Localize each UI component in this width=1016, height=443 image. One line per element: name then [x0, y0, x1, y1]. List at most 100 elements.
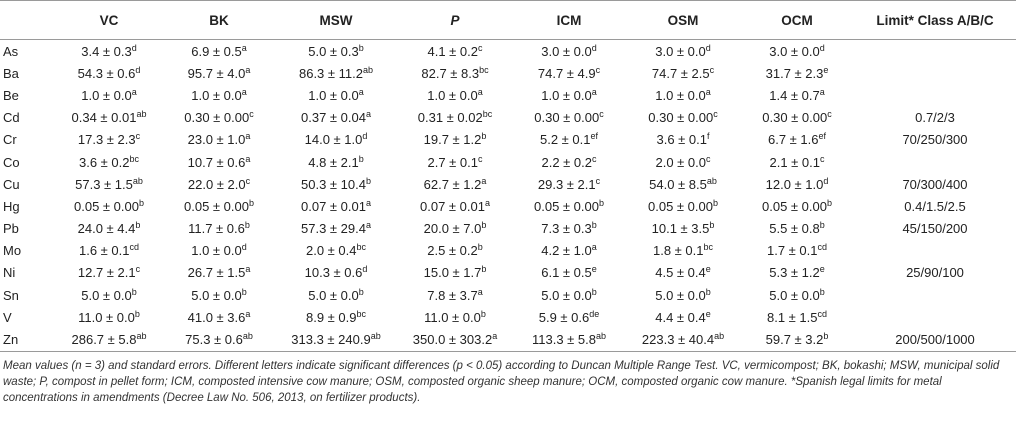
value-cell: 1.6 ± 0.1cd — [54, 240, 164, 262]
significance-letter: a — [819, 86, 825, 97]
significance-letter: b — [591, 220, 597, 231]
significance-letter: b — [591, 286, 597, 297]
mean-se-value: 59.7 ± 3.2 — [765, 332, 824, 348]
value-cell: 0.30 ± 0.00c — [626, 107, 740, 129]
value-cell: 57.3 ± 29.4a — [274, 218, 398, 240]
significance-letter: a — [484, 197, 490, 208]
mean-se-value: 0.05 ± 0.00 — [762, 198, 827, 214]
value-cell: 0.30 ± 0.00c — [164, 107, 274, 129]
value-cell: 6.9 ± 0.5a — [164, 40, 274, 63]
mean-se-value: 4.1 ± 0.2 — [427, 43, 478, 59]
value-cell: 286.7 ± 5.8ab — [54, 328, 164, 352]
table-row: Ni 12.7 ± 2.1c 26.7 ± 1.5a 10.3 ± 0.6d 15.0 … — [0, 262, 1016, 284]
significance-letter: c — [595, 175, 601, 186]
mean-se-value: 41.0 ± 3.6 — [187, 309, 246, 325]
value-cell: 57.3 ± 1.5ab — [54, 173, 164, 195]
mean-se-value: 3.0 ± 0.0 — [655, 43, 706, 59]
mean-se-value: 0.31 ± 0.02 — [417, 110, 483, 126]
element-label: Be — [3, 87, 19, 103]
mean-se-value: 0.30 ± 0.00 — [648, 110, 714, 126]
value-cell: 313.3 ± 240.9ab — [274, 328, 398, 352]
value-cell: 2.2 ± 0.2c — [512, 151, 626, 173]
significance-letter: e — [705, 308, 711, 319]
value-cell: 5.2 ± 0.1ef — [512, 129, 626, 151]
table-row: Co 3.6 ± 0.2bc 10.7 ± 0.6a 4.8 ± 2.1b 2.7 ± … — [0, 151, 1016, 173]
significance-letter: a — [365, 109, 371, 120]
mean-se-value: 62.7 ± 1.2 — [423, 176, 482, 192]
value-cell: 350.0 ± 303.2a — [398, 328, 512, 352]
significance-letter: d — [819, 42, 825, 53]
value-cell: 23.0 ± 1.0a — [164, 129, 274, 151]
value-cell: 1.0 ± 0.0a — [626, 84, 740, 106]
mean-se-value: 57.3 ± 1.5 — [75, 176, 133, 192]
value-cell: 10.3 ± 0.6d — [274, 262, 398, 284]
value-cell: 0.05 ± 0.00b — [740, 195, 854, 217]
value-cell: 95.7 ± 4.0a — [164, 62, 274, 84]
value-cell: 6.7 ± 1.6ef — [740, 129, 854, 151]
mean-se-value: 2.7 ± 0.1 — [427, 154, 478, 170]
significance-letter: c — [135, 264, 141, 275]
significance-letter: c — [706, 153, 711, 164]
value-cell: 0.30 ± 0.00c — [740, 107, 854, 129]
value-cell: 75.3 ± 0.6ab — [164, 328, 274, 352]
limit-cell: 200/500/1000 — [854, 328, 1016, 352]
table-row: Pb 24.0 ± 4.4b 11.7 ± 0.6b 57.3 ± 29.4a 20.0… — [0, 218, 1016, 240]
mean-se-value: 7.3 ± 0.3 — [541, 221, 592, 237]
mean-se-value: 0.07 ± 0.01 — [420, 198, 485, 214]
mean-se-value: 0.07 ± 0.01 — [301, 198, 366, 214]
significance-letter: b — [241, 286, 247, 297]
significance-letter: b — [709, 220, 715, 231]
significance-letter: e — [819, 264, 825, 275]
value-cell: 3.6 ± 0.1f — [626, 129, 740, 151]
limit-cell: 0.7/2/3 — [915, 110, 955, 126]
mean-se-value: 1.0 ± 0.0 — [308, 87, 359, 103]
mean-se-value: 350.0 ± 303.2 — [412, 332, 493, 348]
significance-letter: d — [705, 42, 711, 53]
mean-se-value: 3.4 ± 0.3 — [81, 43, 132, 59]
significance-letter: b — [598, 197, 604, 208]
mean-se-value: 11.0 ± 0.0 — [78, 309, 135, 325]
value-cell: 5.3 ± 1.2e — [740, 262, 854, 284]
mean-se-value: 1.0 ± 0.0 — [427, 87, 478, 103]
column-header: BK — [209, 12, 229, 28]
mean-se-value: 5.0 ± 0.0 — [191, 287, 242, 303]
mean-se-value: 1.8 ± 0.1 — [652, 243, 704, 259]
table-row: Cd 0.34 ± 0.01ab 0.30 ± 0.00c 0.37 ± 0.04a 0… — [0, 107, 1016, 129]
value-cell: 5.0 ± 0.3b — [274, 40, 398, 63]
significance-letter: c — [713, 109, 718, 120]
value-cell: 3.4 ± 0.3d — [54, 40, 164, 63]
mean-se-value: 2.5 ± 0.2 — [427, 243, 478, 259]
mean-se-value: 5.3 ± 1.2 — [769, 265, 820, 281]
value-cell: 1.0 ± 0.0d — [164, 240, 274, 262]
limit-cell: 0.4/1.5/2.5 — [904, 198, 966, 214]
significance-letter: b — [712, 197, 718, 208]
table-row: Cr 17.3 ± 2.3c 23.0 ± 1.0a 14.0 ± 1.0d 19.7 … — [0, 129, 1016, 151]
significance-letter: c — [249, 109, 254, 120]
mean-se-value: 74.7 ± 2.5 — [651, 65, 710, 81]
limit-cell: 70/250/300 — [902, 132, 968, 148]
mean-se-value: 26.7 ± 1.5 — [187, 265, 246, 281]
table-row: Ba 54.3 ± 0.6d 95.7 ± 4.0a 86.3 ± 11.2ab 82.… — [0, 62, 1016, 84]
value-cell: 7.3 ± 0.3b — [512, 218, 626, 240]
significance-letter: a — [705, 86, 711, 97]
mean-se-value: 313.3 ± 240.9 — [291, 332, 371, 348]
value-cell: 3.0 ± 0.0d — [626, 40, 740, 63]
mean-se-value: 5.0 ± 0.3 — [308, 43, 359, 59]
value-cell: 5.0 ± 0.0b — [626, 284, 740, 306]
value-cell: 5.0 ± 0.0b — [274, 284, 398, 306]
element-label: Hg — [3, 198, 20, 214]
mean-se-value: 0.05 ± 0.00 — [184, 198, 249, 214]
mean-se-value: 2.0 ± 0.4 — [305, 243, 357, 259]
value-cell: 0.30 ± 0.00c — [512, 107, 626, 129]
mean-se-value: 0.05 ± 0.00 — [534, 198, 599, 214]
significance-letter: a — [481, 175, 487, 186]
mean-se-value: 0.05 ± 0.00 — [74, 198, 139, 214]
significance-letter: ab — [370, 331, 381, 342]
significance-letter: b — [131, 286, 137, 297]
mean-se-value: 14.0 ± 1.0 — [304, 132, 363, 148]
mean-se-value: 113.3 ± 5.8 — [531, 332, 596, 348]
table-row: V 11.0 ± 0.0b 41.0 ± 3.6a 8.9 ± 0.9bc 11.0 ±… — [0, 306, 1016, 328]
mean-se-value: 11.0 ± 0.0 — [424, 309, 481, 325]
value-cell: 1.0 ± 0.0a — [398, 84, 512, 106]
significance-letter: c — [592, 153, 597, 164]
